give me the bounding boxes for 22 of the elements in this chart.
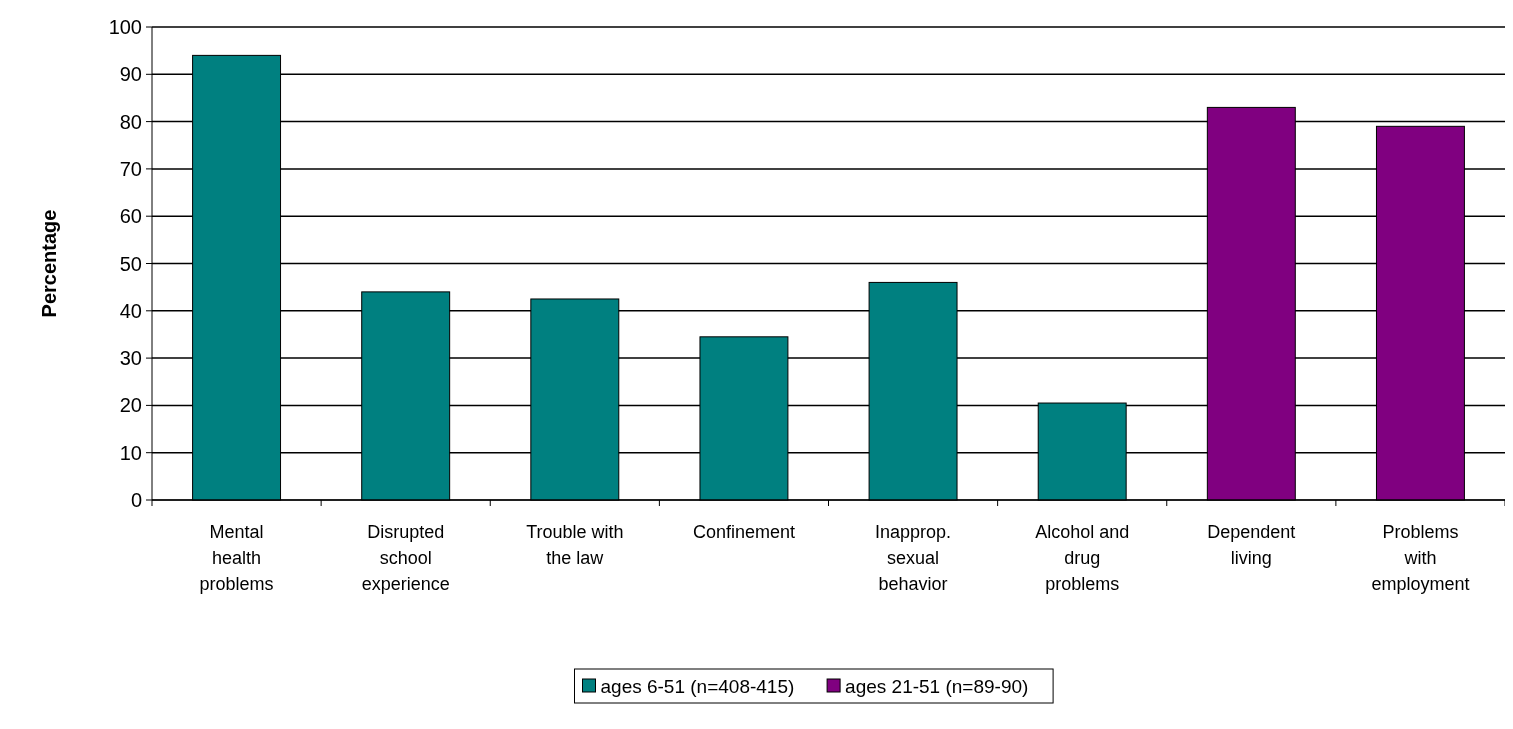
y-tick-label: 70	[119, 157, 142, 180]
x-tick-label: Mental health problems	[199, 522, 274, 594]
legend-label: ages 21-51 (n=89-90)	[845, 675, 1029, 697]
y-tick-label: 90	[119, 63, 142, 86]
y-tick-label: 100	[108, 16, 142, 38]
y-tick-label: 80	[119, 110, 142, 133]
x-tick-label: Disrupted school experience	[361, 522, 450, 594]
y-axis-title: Percentage	[38, 209, 60, 318]
y-tick-label: 50	[119, 252, 142, 275]
y-tick-label: 30	[119, 347, 142, 370]
x-tick-label: Confinement	[692, 522, 795, 542]
x-tick-label: Problems with employment	[1371, 522, 1470, 594]
x-tick-label: Inapprop. sexual behavior	[875, 522, 952, 594]
y-tick-label: 20	[119, 394, 142, 417]
y-tick-label: 60	[119, 205, 142, 228]
x-tick-label: Alcohol and drug problems	[1035, 522, 1130, 594]
y-tick-label: 10	[119, 441, 142, 464]
x-tick-label: Dependent living	[1207, 522, 1296, 568]
legend-label: ages 6-51 (n=408-415)	[600, 675, 795, 697]
x-tick-label: Trouble with the law	[526, 522, 624, 568]
y-tick-label: 40	[119, 299, 142, 322]
y-tick-label: 0	[130, 489, 142, 511]
